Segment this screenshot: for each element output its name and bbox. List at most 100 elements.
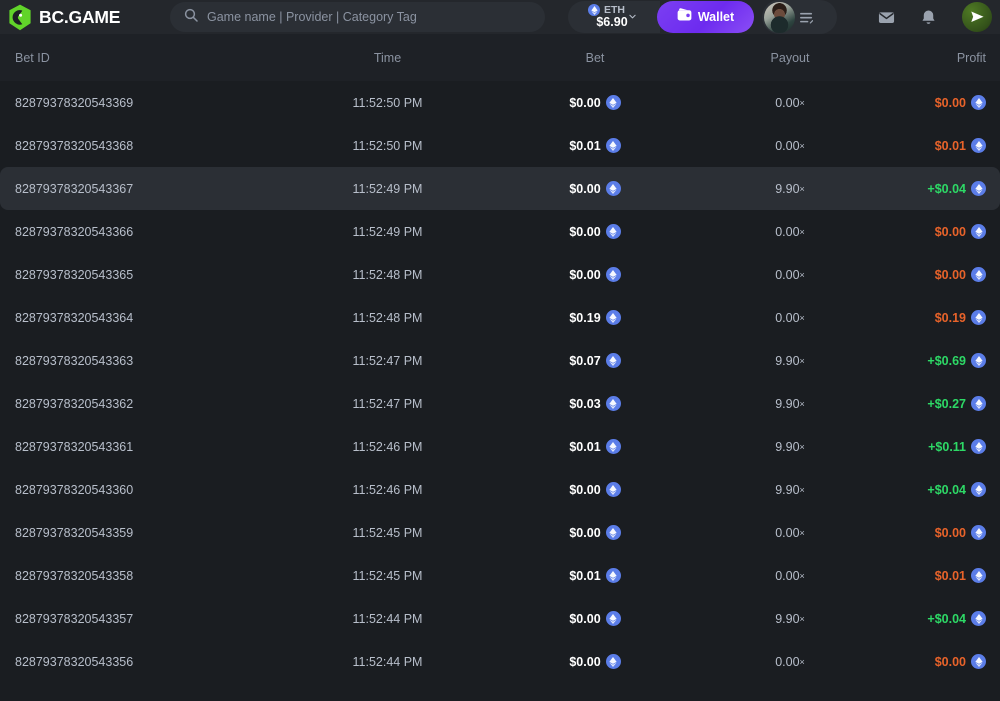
profit-amount: $0.00 bbox=[934, 267, 966, 282]
eth-coin-icon bbox=[971, 310, 986, 325]
profit-amount: +$0.04 bbox=[927, 611, 966, 626]
cell-bet-id: 82879378320543357 bbox=[15, 611, 134, 626]
eth-coin-icon bbox=[605, 654, 621, 669]
cell-time: 11:52:49 PM bbox=[352, 181, 423, 196]
cell-bet-id: 82879378320543366 bbox=[15, 224, 134, 239]
table-row[interactable]: 82879378320543358 11:52:45 PM $0.01 0.00× $0… bbox=[0, 554, 1000, 597]
bet-amount: $0.01 bbox=[569, 568, 601, 583]
brand-logo[interactable]: BC.GAME bbox=[0, 4, 120, 31]
table-row[interactable]: 82879378320543357 11:52:44 PM $0.00 9.90× +$… bbox=[0, 597, 1000, 640]
column-header-bet: Bet bbox=[585, 50, 605, 65]
bet-amount: $0.00 bbox=[569, 482, 601, 497]
search-input[interactable]: Game name | Provider | Category Tag bbox=[170, 2, 545, 32]
user-menu[interactable] bbox=[762, 0, 837, 34]
profit-amount: $0.00 bbox=[934, 224, 966, 239]
cell-time: 11:52:45 PM bbox=[352, 568, 423, 583]
cell-profit: +$0.69 bbox=[885, 352, 1000, 370]
cell-payout: 9.90× bbox=[775, 396, 805, 411]
cell-bet: $0.07 bbox=[495, 352, 695, 370]
eth-coin-icon bbox=[971, 439, 986, 454]
table-row[interactable]: 82879378320543363 11:52:47 PM $0.07 9.90× +$… bbox=[0, 339, 1000, 382]
wallet-button[interactable]: Wallet bbox=[657, 1, 754, 33]
bet-amount: $0.03 bbox=[569, 396, 601, 411]
cell-time: 11:52:46 PM bbox=[352, 439, 423, 454]
cell-bet-id: 82879378320543356 bbox=[15, 654, 134, 669]
table-row[interactable]: 82879378320543366 11:52:49 PM $0.00 0.00× $0… bbox=[0, 210, 1000, 253]
multiplier-symbol: × bbox=[799, 613, 805, 624]
cell-payout: 9.90× bbox=[775, 181, 805, 196]
table-row[interactable]: 82879378320543367 11:52:49 PM $0.00 9.90× +$… bbox=[0, 167, 1000, 210]
eth-coin-icon bbox=[971, 224, 986, 239]
list-menu-icon[interactable] bbox=[800, 11, 814, 24]
eth-coin-icon bbox=[971, 654, 986, 669]
eth-coin-icon bbox=[971, 525, 986, 540]
eth-coin-icon bbox=[971, 267, 986, 282]
bet-amount: $0.01 bbox=[569, 439, 601, 454]
cell-profit: $0.00 bbox=[885, 524, 1000, 542]
bell-icon[interactable] bbox=[920, 9, 937, 26]
column-header-payout: Payout bbox=[770, 50, 810, 65]
balance-selector[interactable]: ETH $6.90 bbox=[568, 1, 660, 33]
table-row[interactable]: 82879378320543360 11:52:46 PM $0.00 9.90× +$… bbox=[0, 468, 1000, 511]
chat-support-icon[interactable] bbox=[962, 2, 992, 32]
cell-time: 11:52:50 PM bbox=[352, 95, 423, 110]
eth-coin-icon bbox=[605, 611, 621, 626]
eth-coin-icon bbox=[605, 95, 621, 110]
eth-coin-icon bbox=[605, 310, 621, 325]
bet-amount: $0.00 bbox=[569, 224, 601, 239]
multiplier-symbol: × bbox=[799, 355, 805, 366]
wallet-label: Wallet bbox=[697, 10, 735, 24]
eth-coin-icon bbox=[971, 396, 986, 411]
balance-amount: $6.90 bbox=[596, 15, 628, 30]
cell-bet-id: 82879378320543358 bbox=[15, 568, 134, 583]
profit-amount: +$0.04 bbox=[927, 181, 966, 196]
multiplier-symbol: × bbox=[799, 140, 805, 151]
table-row[interactable]: 82879378320543364 11:52:48 PM $0.19 0.00× $0… bbox=[0, 296, 1000, 339]
cell-bet: $0.00 bbox=[495, 266, 695, 284]
cell-profit: +$0.04 bbox=[885, 610, 1000, 628]
cell-bet: $0.00 bbox=[495, 610, 695, 628]
table-row[interactable]: 82879378320543365 11:52:48 PM $0.00 0.00× $0… bbox=[0, 253, 1000, 296]
table-row[interactable]: 82879378320543369 11:52:50 PM $0.00 0.00× $0… bbox=[0, 81, 1000, 124]
cell-time: 11:52:49 PM bbox=[352, 224, 423, 239]
cell-bet: $0.19 bbox=[495, 309, 695, 327]
cell-bet-id: 82879378320543361 bbox=[15, 439, 134, 454]
bet-amount: $0.01 bbox=[569, 138, 601, 153]
cell-profit: $0.01 bbox=[885, 137, 1000, 155]
mail-icon[interactable] bbox=[878, 9, 895, 26]
cell-profit: +$0.04 bbox=[885, 180, 1000, 198]
cell-bet: $0.00 bbox=[495, 223, 695, 241]
cell-payout: 9.90× bbox=[775, 353, 805, 368]
eth-coin-icon bbox=[605, 138, 621, 153]
eth-coin-icon bbox=[971, 138, 986, 153]
table-row[interactable]: 82879378320543362 11:52:47 PM $0.03 9.90× +$… bbox=[0, 382, 1000, 425]
table-row[interactable]: 82879378320543368 11:52:50 PM $0.01 0.00× $0… bbox=[0, 124, 1000, 167]
balance-currency: ETH bbox=[604, 4, 625, 17]
cell-bet-id: 82879378320543369 bbox=[15, 95, 134, 110]
cell-bet: $0.00 bbox=[495, 524, 695, 542]
cell-profit: $0.00 bbox=[885, 653, 1000, 671]
cell-bet-id: 82879378320543362 bbox=[15, 396, 134, 411]
cell-time: 11:52:44 PM bbox=[352, 654, 423, 669]
eth-coin-icon bbox=[971, 482, 986, 497]
eth-coin-icon bbox=[971, 181, 986, 196]
table-row[interactable]: 82879378320543356 11:52:44 PM $0.00 0.00× $0… bbox=[0, 640, 1000, 683]
column-header-profit: Profit bbox=[956, 50, 986, 65]
profit-amount: $0.00 bbox=[934, 95, 966, 110]
table-row[interactable]: 82879378320543361 11:52:46 PM $0.01 9.90× +$… bbox=[0, 425, 1000, 468]
user-avatar[interactable] bbox=[764, 1, 795, 33]
cell-time: 11:52:46 PM bbox=[352, 482, 423, 497]
bet-amount: $0.00 bbox=[569, 267, 601, 282]
eth-coin-icon bbox=[605, 525, 621, 540]
cell-payout: 0.00× bbox=[775, 138, 805, 153]
wallet-icon bbox=[677, 8, 692, 26]
app-header: BC.GAME Game name | Provider | Category … bbox=[0, 0, 1000, 34]
cell-payout: 0.00× bbox=[775, 95, 805, 110]
bet-history-table: Bet ID Time Bet Payout Profit 8287937832… bbox=[0, 34, 1000, 683]
profit-amount: $0.00 bbox=[934, 525, 966, 540]
cell-profit: $0.00 bbox=[885, 266, 1000, 284]
cell-bet: $0.01 bbox=[495, 438, 695, 456]
table-row[interactable]: 82879378320543359 11:52:45 PM $0.00 0.00× $0… bbox=[0, 511, 1000, 554]
brand-name: BC.GAME bbox=[39, 6, 121, 27]
bet-amount: $0.00 bbox=[569, 181, 601, 196]
